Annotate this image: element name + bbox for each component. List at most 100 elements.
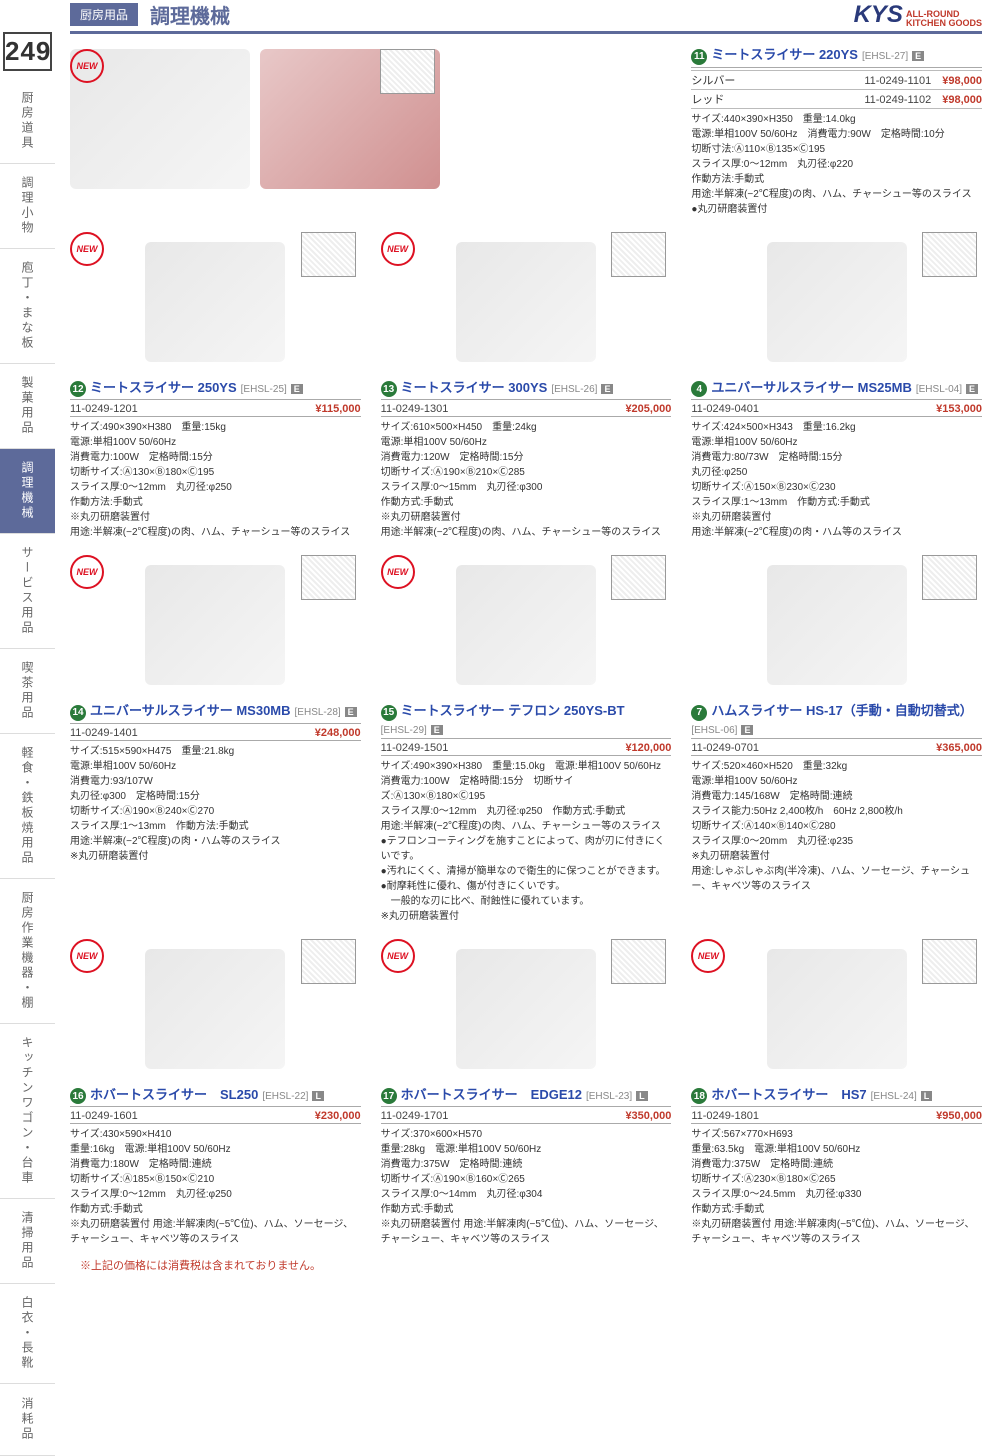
sku: 11-0249-1801 — [691, 1110, 759, 1122]
product-18: NEW 18 ホバートスライサー HS7 [EHSL-24] L 11-0249… — [691, 934, 982, 1248]
product-specs: サイズ:430×590×H410重量:16kg 電源:単相100V 50/60H… — [70, 1127, 361, 1247]
product-image — [456, 242, 596, 362]
sidebar-tab[interactable]: 庖丁・まな板 — [0, 249, 55, 364]
footer-note: ※上記の価格には消費税は含まれておりません。 — [70, 1257, 982, 1273]
product-number: 11 — [691, 49, 707, 65]
product-code: [EHSL-28] — [295, 707, 341, 718]
badge: E — [966, 384, 978, 394]
product-image — [767, 949, 907, 1069]
new-badge: NEW — [70, 939, 104, 973]
product-name: ミートスライサー テフロン 250YS-BT — [401, 700, 625, 719]
product-specs: サイズ:370×600×H570重量:28kg 電源:単相100V 50/60H… — [381, 1127, 672, 1247]
product-specs: サイズ:515×590×H475 重量:21.8kg電源:単相100V 50/6… — [70, 744, 361, 864]
sku: 11-0249-1401 — [70, 727, 138, 739]
product-specs: サイズ:610×500×H450 重量:24kg電源:単相100V 50/60H… — [381, 420, 672, 540]
variant-row: シルバー11-0249-1101 ¥98,000 — [691, 70, 982, 90]
brand-sub-2: KITCHEN GOODS — [906, 18, 982, 28]
sidebar-tab[interactable]: 調理小物 — [0, 164, 55, 249]
product-number: 15 — [381, 705, 397, 721]
product-15: NEW 15 ミートスライサー テフロン 250YS-BT [EHSL-29] … — [381, 550, 672, 924]
product-image — [456, 565, 596, 685]
page-number-box: 249 — [3, 32, 52, 71]
page-header: 厨房用品 調理機械 KYS ALL-ROUND KITCHEN GOODS — [70, 0, 982, 34]
price: ¥120,000 — [625, 742, 671, 754]
product-14: NEW 14 ユニバーサルスライサー MS30MB [EHSL-28] E 11… — [70, 550, 361, 924]
new-badge: NEW — [381, 555, 415, 589]
product-code: [EHSL-04] — [916, 384, 962, 395]
product-image — [145, 949, 285, 1069]
sidebar-tab[interactable]: 調理機械 — [0, 449, 55, 534]
product-13: NEW 13 ミートスライサー 300YS [EHSL-26] E 11-024… — [381, 227, 672, 541]
product-number: 18 — [691, 1088, 707, 1104]
category-title: 調理機械 — [150, 0, 230, 29]
product-name: ユニバーサルスライサー MS25MB — [711, 377, 912, 396]
sidebar-tab[interactable]: 厨房作業機器・棚 — [0, 879, 55, 1024]
product-image — [145, 565, 285, 685]
sku: 11-0249-1701 — [381, 1110, 449, 1122]
product-code: [EHSL-27] — [862, 51, 908, 62]
sidebar-tab[interactable]: サービス用品 — [0, 534, 55, 649]
product-code: [EHSL-24] — [871, 1091, 917, 1102]
product-specs: サイズ:520×460×H520 重量:32kg電源:単相100V 50/60H… — [691, 759, 982, 894]
product-name: ハムスライサー HS-17（手動・自動切替式） — [711, 700, 972, 719]
product-image — [767, 242, 907, 362]
product-name: ホバートスライサー EDGE12 — [401, 1084, 582, 1103]
sidebar-tab[interactable]: 軽食・鉄板焼用品 — [0, 734, 55, 879]
product-code: [EHSL-23] — [586, 1091, 632, 1102]
new-badge: NEW — [70, 555, 104, 589]
badge: E — [431, 725, 443, 735]
product-specs: サイズ:490×390×H380 重量:15kg電源:単相100V 50/60H… — [70, 420, 361, 540]
product-4: 4 ユニバーサルスライサー MS25MB [EHSL-04] E 11-0249… — [691, 227, 982, 541]
dimension-diagram — [922, 232, 977, 277]
sku: 11-0249-0701 — [691, 742, 759, 754]
new-badge: NEW — [381, 232, 415, 266]
price: ¥98,000 — [942, 75, 982, 87]
dimension-diagram — [922, 555, 977, 600]
product-17: NEW 17 ホバートスライサー EDGE12 [EHSL-23] L 11-0… — [381, 934, 672, 1248]
product-code: [EHSL-22] — [262, 1091, 308, 1102]
sku: 11-0249-1601 — [70, 1110, 138, 1122]
product-name: ホバートスライサー SL250 — [90, 1084, 258, 1103]
page-number: 249 — [5, 36, 50, 67]
sidebar: 249 厨房道具調理小物庖丁・まな板製菓用品調理機械サービス用品喫茶用品軽食・鉄… — [0, 0, 55, 1456]
product-image — [767, 565, 907, 685]
dimension-diagram — [301, 939, 356, 984]
sidebar-tab[interactable]: 消耗品 — [0, 1384, 55, 1456]
product-name: ミートスライサー 220YS — [711, 44, 858, 63]
variant-label: レッド — [691, 91, 724, 107]
sku: 11-0249-0401 — [691, 403, 759, 415]
badge: E — [741, 725, 753, 735]
dimension-diagram — [380, 49, 435, 94]
price: ¥230,000 — [315, 1110, 361, 1122]
sidebar-tab[interactable]: 喫茶用品 — [0, 649, 55, 734]
dimension-diagram — [922, 939, 977, 984]
price: ¥248,000 — [315, 727, 361, 739]
product-code: [EHSL-26] — [551, 384, 597, 395]
product-number: 13 — [381, 381, 397, 397]
price: ¥98,000 — [942, 94, 982, 106]
main-content: 厨房用品 調理機械 KYS ALL-ROUND KITCHEN GOODS NE… — [55, 0, 1002, 1456]
price: ¥205,000 — [625, 403, 671, 415]
sidebar-tab[interactable]: 製菓用品 — [0, 364, 55, 449]
badge: L — [636, 1091, 648, 1101]
product-name: ミートスライサー 300YS — [401, 377, 548, 396]
variant-row: レッド 11-0249-1102 ¥98,000 — [691, 90, 982, 109]
new-badge: NEW — [691, 939, 725, 973]
product-11: 11 ミートスライサー 220YS [EHSL-27] E シルバー11-024… — [691, 44, 982, 217]
sidebar-tab[interactable]: キッチンワゴン・台車 — [0, 1024, 55, 1199]
product-specs: サイズ:567×770×H693重量:63.5kg 電源:単相100V 50/6… — [691, 1127, 982, 1247]
product-specs: サイズ:440×390×H350 重量:14.0kg電源:単相100V 50/6… — [691, 112, 982, 217]
badge: L — [312, 1091, 324, 1101]
product-7: 7 ハムスライサー HS-17（手動・自動切替式） [EHSL-06] E 11… — [691, 550, 982, 924]
product-name: ホバートスライサー HS7 — [711, 1084, 866, 1103]
product-code: [EHSL-25] — [241, 384, 287, 395]
category-badge: 厨房用品 — [70, 3, 138, 26]
product-specs: サイズ:424×500×H343 重量:16.2kg電源:単相100V 50/6… — [691, 420, 982, 540]
product-code: [EHSL-29] — [381, 725, 427, 736]
sidebar-tab[interactable]: 清掃用品 — [0, 1199, 55, 1284]
product-number: 4 — [691, 381, 707, 397]
sku: 11-0249-1102 — [864, 94, 931, 106]
sidebar-tab[interactable]: 白衣・長靴 — [0, 1284, 55, 1384]
sidebar-tab[interactable]: 厨房道具 — [0, 79, 55, 164]
badge: E — [291, 384, 303, 394]
